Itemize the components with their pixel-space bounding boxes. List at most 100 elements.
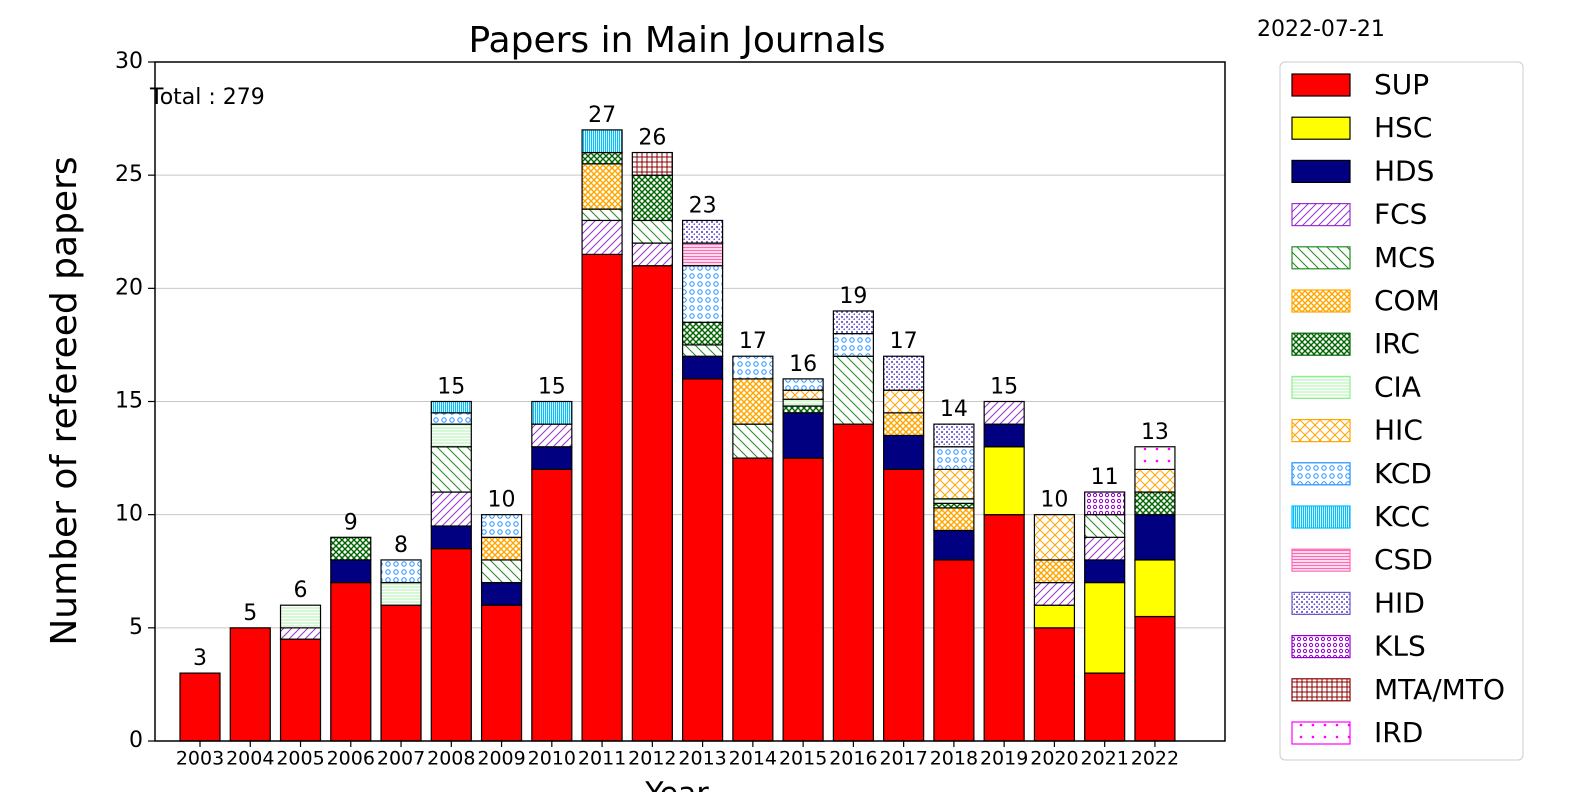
- bar-segment: [430, 412, 472, 425]
- bar-segment: [480, 581, 523, 606]
- bar-segment: [531, 400, 573, 425]
- x-tick-label: 2011: [578, 748, 626, 770]
- bar-segment: [933, 446, 975, 470]
- legend-swatch: [1291, 548, 1351, 572]
- total-label: 27: [588, 103, 616, 128]
- bar-segment: [1134, 491, 1176, 516]
- legend-label: HID: [1374, 586, 1425, 619]
- bar-segment: [1134, 615, 1176, 742]
- bar-segment: [933, 559, 975, 742]
- bar-segment: [983, 423, 1025, 448]
- bar-segment: [732, 457, 774, 742]
- bar-segment: [732, 378, 774, 425]
- bar-segment: [933, 423, 975, 448]
- bar-segment: [681, 355, 724, 380]
- legend-swatch: [1291, 678, 1351, 702]
- bar-segment: [581, 208, 623, 222]
- chart-title: Papers in Main Journals: [468, 20, 885, 61]
- total-label: 23: [689, 193, 717, 218]
- legend-label: CSD: [1374, 543, 1433, 576]
- bar-segment: [782, 405, 824, 414]
- bar-segment: [1134, 446, 1176, 470]
- total-label: 3: [193, 646, 207, 671]
- bar-segment: [430, 400, 472, 414]
- bar-segment: [1033, 627, 1076, 742]
- legend-swatch: [1291, 73, 1351, 97]
- bar-segment: [983, 446, 1025, 516]
- total-label: 17: [739, 329, 767, 354]
- legend-label: MTA/MTO: [1374, 673, 1505, 706]
- x-tick-label: 2009: [477, 748, 525, 770]
- bar-segment: [1033, 604, 1076, 629]
- bar-segment: [681, 242, 724, 267]
- x-tick-label: 2021: [1081, 748, 1129, 770]
- x-tick-label: 2013: [678, 748, 726, 770]
- bar-segment: [681, 321, 724, 346]
- legend-label: COM: [1374, 284, 1440, 317]
- x-tick-label: 2019: [980, 748, 1028, 770]
- bar-segment: [380, 559, 422, 584]
- y-tick-label: 0: [129, 728, 143, 753]
- x-tick-label: 2014: [729, 748, 777, 770]
- bar-segment: [279, 604, 322, 629]
- x-tick-label: 2006: [327, 748, 375, 770]
- bar-segment: [480, 559, 523, 584]
- date: 2022-07-21: [1257, 17, 1385, 42]
- y-axis-label: Number of refereed papers: [44, 156, 85, 645]
- bar-segment: [732, 355, 774, 380]
- bar-segment: [983, 400, 1025, 425]
- bar-segment: [631, 174, 673, 222]
- legend-swatch: [1291, 159, 1351, 183]
- bar-segment: [229, 627, 271, 742]
- legend-label: MCS: [1374, 241, 1435, 274]
- total-label: 26: [638, 126, 666, 151]
- legend-swatch: [1291, 289, 1351, 313]
- total-label: 14: [940, 397, 968, 422]
- legend-swatch: [1291, 332, 1351, 356]
- bar-segment: [832, 423, 874, 742]
- bar-segment: [883, 412, 925, 437]
- bar-segment: [883, 355, 925, 391]
- x-tick-label: 2016: [829, 748, 877, 770]
- x-tick-label: 2020: [1030, 748, 1078, 770]
- y-tick-label: 30: [115, 49, 143, 74]
- legend-swatch: [1291, 419, 1351, 443]
- bar-segment: [380, 581, 422, 606]
- bar-segment: [681, 219, 724, 244]
- bar-segment: [531, 446, 573, 470]
- bar-segment: [933, 507, 975, 532]
- x-tick-label: 2005: [276, 748, 324, 770]
- bar-segment: [430, 446, 472, 493]
- y-tick-label: 25: [115, 162, 143, 187]
- y-tick-label: 10: [115, 502, 143, 527]
- bar-segment: [430, 491, 472, 527]
- legend-label: IRC: [1374, 327, 1420, 360]
- bar-segment: [1084, 536, 1126, 561]
- x-tick-label: 2012: [628, 748, 676, 770]
- bar-segment: [480, 604, 523, 742]
- legend-swatch: [1291, 505, 1351, 529]
- bar-segment: [1084, 559, 1126, 584]
- bar-segment: [782, 412, 824, 459]
- y-tick-label: 5: [129, 615, 143, 640]
- bar-segment: [581, 219, 623, 255]
- bar-segment: [279, 627, 322, 640]
- bar-segment: [883, 468, 925, 742]
- legend-label: IRD: [1374, 716, 1423, 749]
- x-tick-label: 2022: [1131, 748, 1179, 770]
- x-tick-label: 2017: [879, 748, 927, 770]
- bar-segment: [782, 457, 824, 742]
- bar-segment: [631, 242, 673, 267]
- total-label: 10: [488, 488, 516, 513]
- legend-swatch: [1291, 591, 1351, 616]
- y-tick-label: 15: [115, 389, 143, 414]
- x-tick-label: 2015: [779, 748, 827, 770]
- bar-segment: [631, 219, 673, 244]
- annotation: Total : 279: [149, 85, 265, 110]
- bar-segment: [581, 129, 623, 154]
- bar-segment: [681, 378, 724, 742]
- bar-segment: [430, 548, 472, 742]
- x-tick-label: 2003: [176, 748, 224, 770]
- total-label: 10: [1040, 488, 1068, 513]
